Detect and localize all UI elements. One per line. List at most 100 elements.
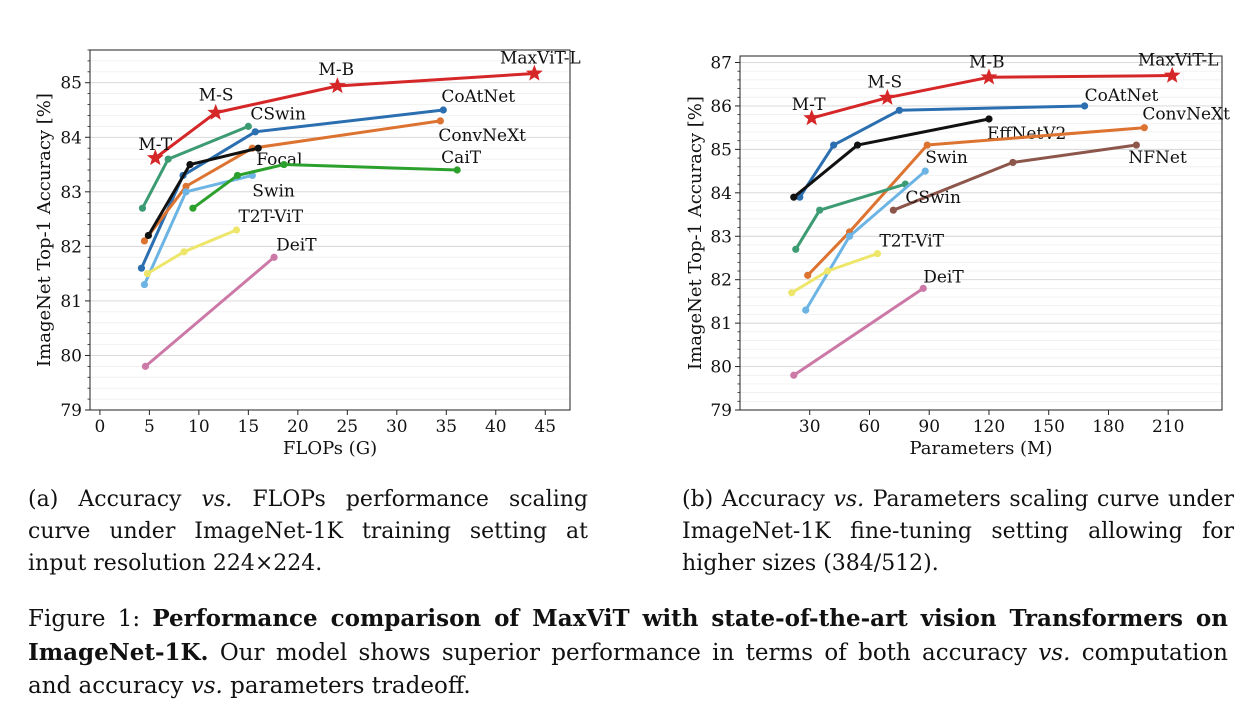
chart-a-point-deit [270, 253, 278, 261]
chart-b-label-swin: Swin [925, 148, 968, 168]
chart-b-label-convnext: ConvNeXt [1142, 105, 1230, 125]
chart-a-point-label-m-t: M-T [138, 135, 173, 155]
chart-a-ytick-label: 79 [60, 401, 82, 421]
chart-a-ytick-label: 80 [60, 346, 82, 366]
chart-b-point-effnetv2 [853, 141, 862, 149]
chart-a-svg: 79 80 81 82 83 84 85 0 5 10 15 20 25 30 35 40 45 FLOPs (G… [34, 48, 581, 459]
chart-a-ytick-label: 84 [60, 128, 82, 148]
subcaption-a-prefix: (a) Accuracy [28, 487, 202, 512]
chart-a-ytick-label: 83 [60, 183, 82, 203]
chart-b-line-deit [792, 286, 925, 377]
chart-a-label-cswin: CSwin [250, 104, 306, 124]
chart-a-series-convnext: ConvNeXt [140, 117, 526, 245]
chart-b-point-maxvit-l [1163, 66, 1181, 83]
subcaption-b-text: Parameters scaling curve under ImageNet-… [682, 487, 1234, 576]
figure-caption: Figure 1: Performance comparison of MaxV… [28, 602, 1228, 703]
chart-b-series-deit: DeiT [790, 267, 964, 379]
chart-b-point-deit [919, 284, 927, 292]
chart-b-ytick-label: 84 [710, 184, 732, 204]
chart-b-xtick-label: 90 [918, 417, 940, 437]
chart-b-series-coatnet: CoAtNet [796, 86, 1159, 201]
chart-a-point-cait [453, 166, 461, 174]
chart-b-point-label-m-b: M-B [969, 52, 1005, 72]
chart-b-point-deit [790, 371, 798, 379]
figure-caption-text-1: Our model shows superior performance in … [208, 640, 1039, 666]
chart-b-series-cswin: CSwin [792, 180, 961, 253]
figure-caption-label: Figure 1: [28, 606, 153, 632]
chart-b-point-nfnet [1009, 158, 1017, 167]
chart-a-point-convnext [182, 182, 190, 190]
chart-b-xtick-label: 150 [1032, 417, 1064, 437]
chart-a-point-focal [144, 231, 152, 240]
subcaption-a-vs: vs. [201, 487, 233, 512]
chart-a-label-swin: Swin [252, 181, 295, 201]
chart-a-line-cait [191, 163, 459, 210]
chart-b-point-convnext [1140, 124, 1148, 132]
chart-b-point-coatnet [1080, 102, 1089, 110]
chart-a-point-maxvit-l [207, 103, 225, 120]
chart-a-xtick-label: 45 [534, 417, 556, 437]
chart-b-point-effnetv2 [985, 115, 993, 123]
chart-b-point-label-m-s: M-S [867, 73, 902, 93]
chart-b-ytick-label: 86 [710, 97, 732, 117]
chart-b-label-cswin: CSwin [905, 188, 961, 208]
chart-b-point-coatnet [895, 106, 903, 114]
chart-a-line-coatnet [139, 108, 445, 270]
chart-a-series-cswin: CSwin [138, 104, 306, 212]
chart-b-label-coatnet: CoAtNet [1085, 86, 1159, 106]
chart-a-point-label-m-s: M-S [199, 86, 234, 106]
chart-a-xtick-label: 25 [336, 417, 358, 437]
chart-b-point-maxvit-l [803, 109, 821, 126]
chart-b-label-t2t-vit: T2T-ViT [879, 232, 944, 252]
chart-a: 79 80 81 82 83 84 85 0 5 10 15 20 25 30 35 40 45 FLOPs (G… [0, 0, 620, 470]
chart-a-series-t2t-vit: T2T-ViT [143, 207, 304, 278]
chart-a-point-cait [280, 160, 288, 169]
chart-b-xtick-label: 60 [859, 417, 881, 437]
chart-b-series-nfnet: NFNet [889, 141, 1187, 214]
chart-a-line-t2t-vit [145, 228, 238, 276]
chart-b-ytick-label: 79 [710, 401, 732, 421]
chart-a-xtick-label: 30 [386, 417, 408, 437]
subcaption-b-vs: vs. [833, 487, 865, 512]
chart-a-point-t2t-vit [180, 248, 188, 256]
chart-b-xtick-label: 120 [973, 417, 1005, 437]
chart-a-point-coatnet [137, 264, 146, 272]
chart-b-point-t2t-vit [824, 267, 832, 275]
chart-a-point-convnext [436, 117, 444, 125]
chart-a-frame [89, 49, 571, 411]
chart-a-point-swin [140, 280, 149, 289]
chart-a-point-convnext [140, 237, 149, 245]
chart-b-point-convnext [923, 141, 931, 149]
chart-a-series-maxvit-l: M-T M-S M-B MaxViT-L [138, 48, 581, 166]
chart-a-xtick-label: 0 [94, 417, 105, 437]
subcaption-b-prefix: (b) Accuracy [682, 487, 834, 512]
chart-b-ylabel: ImageNet Top-1 Accuracy [%] [685, 96, 706, 370]
chart-b-ytick-label: 85 [710, 140, 732, 160]
chart-a-line-maxvit-l [153, 71, 536, 160]
chart-a-label-convnext: ConvNeXt [438, 126, 526, 146]
chart-b-line-coatnet [798, 104, 1087, 199]
chart-a-point-maxvit-l [146, 149, 164, 166]
chart-a-xtick-label: 10 [188, 417, 210, 437]
chart-a-point-swin [182, 188, 190, 196]
chart-b-point-label-m-t: M-T [792, 95, 827, 115]
chart-b-point-coatnet [830, 141, 838, 149]
figure-caption-title: Performance comparison of MaxViT with st… [28, 605, 1228, 666]
chart-b-point-effnetv2 [790, 193, 798, 201]
chart-a-point-t2t-vit [232, 226, 241, 234]
chart-b-point-swin [921, 167, 929, 175]
subcaption-a-text: FLOPs performance scaling curve under Im… [28, 487, 588, 576]
chart-a-line-convnext [142, 119, 442, 243]
chart-b-point-cswin [792, 245, 800, 253]
chart-a-point-focal [186, 160, 194, 169]
chart-a-xtick-label: 15 [238, 417, 260, 437]
chart-a-label-coatnet: CoAtNet [441, 87, 515, 107]
chart-a-point-label-m-b: M-B [318, 60, 354, 80]
chart-a-ylabel: ImageNet Top-1 Accuracy [%] [34, 93, 55, 367]
chart-b-ytick-label: 83 [710, 227, 732, 247]
chart-a-xlabel: FLOPs (G) [283, 438, 377, 459]
chart-b-point-t2t-vit [873, 250, 882, 258]
chart-b-series-swin: Swin [802, 148, 968, 314]
chart-b-xtick-label: 210 [1152, 417, 1184, 437]
chart-b-point-nfnet [889, 206, 897, 214]
